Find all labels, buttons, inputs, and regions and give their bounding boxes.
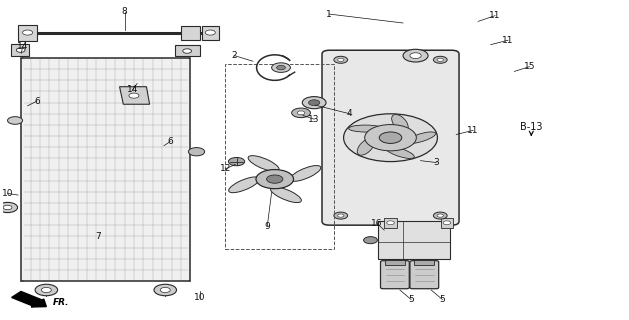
Bar bbox=[18, 25, 37, 41]
Circle shape bbox=[338, 58, 344, 61]
Text: 5: 5 bbox=[408, 295, 414, 304]
Circle shape bbox=[228, 157, 245, 166]
Bar bbox=[181, 26, 199, 40]
Text: 3: 3 bbox=[433, 158, 439, 167]
Polygon shape bbox=[120, 87, 150, 104]
Ellipse shape bbox=[270, 187, 301, 203]
Polygon shape bbox=[175, 45, 199, 56]
Text: B-13: B-13 bbox=[520, 122, 543, 132]
FancyArrow shape bbox=[12, 292, 47, 307]
Text: 7: 7 bbox=[95, 232, 101, 241]
Circle shape bbox=[437, 214, 443, 217]
Circle shape bbox=[267, 175, 283, 183]
Bar bbox=[21, 58, 191, 281]
Text: 8: 8 bbox=[121, 7, 128, 16]
Ellipse shape bbox=[357, 139, 374, 155]
Text: 15: 15 bbox=[524, 62, 535, 71]
Bar bbox=[225, 64, 334, 249]
Circle shape bbox=[379, 132, 402, 143]
Ellipse shape bbox=[229, 177, 260, 193]
Circle shape bbox=[403, 49, 428, 62]
Ellipse shape bbox=[290, 165, 321, 181]
Text: 16: 16 bbox=[371, 219, 382, 228]
Circle shape bbox=[129, 93, 139, 98]
Polygon shape bbox=[11, 44, 30, 56]
FancyBboxPatch shape bbox=[381, 261, 409, 289]
Circle shape bbox=[309, 100, 320, 106]
Text: 6: 6 bbox=[34, 97, 40, 106]
Bar bbox=[378, 220, 450, 259]
Circle shape bbox=[334, 56, 348, 63]
Ellipse shape bbox=[392, 115, 408, 132]
Bar bbox=[384, 218, 397, 228]
Circle shape bbox=[183, 49, 191, 53]
Text: 11: 11 bbox=[489, 11, 501, 20]
Bar bbox=[385, 260, 405, 265]
Text: 4: 4 bbox=[347, 109, 353, 118]
Text: 14: 14 bbox=[127, 85, 138, 94]
Circle shape bbox=[292, 108, 311, 118]
Text: 11: 11 bbox=[503, 36, 514, 45]
Circle shape bbox=[8, 117, 23, 124]
Circle shape bbox=[410, 53, 421, 59]
Text: 14: 14 bbox=[17, 42, 28, 52]
Circle shape bbox=[160, 287, 170, 292]
FancyBboxPatch shape bbox=[410, 261, 438, 289]
Circle shape bbox=[189, 148, 204, 156]
Circle shape bbox=[338, 214, 344, 217]
Ellipse shape bbox=[348, 125, 383, 132]
Bar bbox=[201, 26, 219, 40]
Circle shape bbox=[272, 63, 291, 72]
Circle shape bbox=[277, 65, 286, 70]
Circle shape bbox=[443, 221, 450, 225]
Circle shape bbox=[3, 205, 12, 210]
Ellipse shape bbox=[386, 147, 415, 158]
Circle shape bbox=[205, 30, 215, 35]
Circle shape bbox=[23, 30, 33, 35]
Circle shape bbox=[433, 56, 447, 63]
Ellipse shape bbox=[248, 156, 279, 172]
Circle shape bbox=[303, 97, 326, 109]
Text: 9: 9 bbox=[264, 222, 270, 231]
Text: 11: 11 bbox=[467, 126, 479, 135]
Circle shape bbox=[256, 170, 294, 189]
Circle shape bbox=[42, 287, 52, 292]
Circle shape bbox=[437, 58, 443, 61]
Circle shape bbox=[334, 212, 348, 219]
Text: 10: 10 bbox=[194, 293, 206, 302]
Text: 12: 12 bbox=[220, 164, 231, 173]
Circle shape bbox=[298, 111, 305, 115]
FancyBboxPatch shape bbox=[322, 50, 459, 225]
Bar bbox=[415, 260, 434, 265]
Circle shape bbox=[154, 284, 177, 296]
Text: FR.: FR. bbox=[53, 298, 69, 307]
Circle shape bbox=[35, 284, 58, 296]
Circle shape bbox=[343, 114, 437, 162]
Circle shape bbox=[365, 124, 416, 151]
Text: 1: 1 bbox=[326, 10, 332, 19]
Text: 10: 10 bbox=[2, 189, 13, 198]
Circle shape bbox=[0, 202, 18, 212]
Circle shape bbox=[16, 48, 25, 52]
Text: 6: 6 bbox=[167, 137, 173, 146]
Circle shape bbox=[387, 221, 394, 225]
Circle shape bbox=[433, 212, 447, 219]
Text: 5: 5 bbox=[440, 295, 445, 304]
Circle shape bbox=[364, 237, 377, 244]
Text: 13: 13 bbox=[308, 115, 320, 124]
Ellipse shape bbox=[406, 132, 436, 143]
Bar bbox=[440, 218, 453, 228]
Text: 2: 2 bbox=[231, 51, 237, 60]
